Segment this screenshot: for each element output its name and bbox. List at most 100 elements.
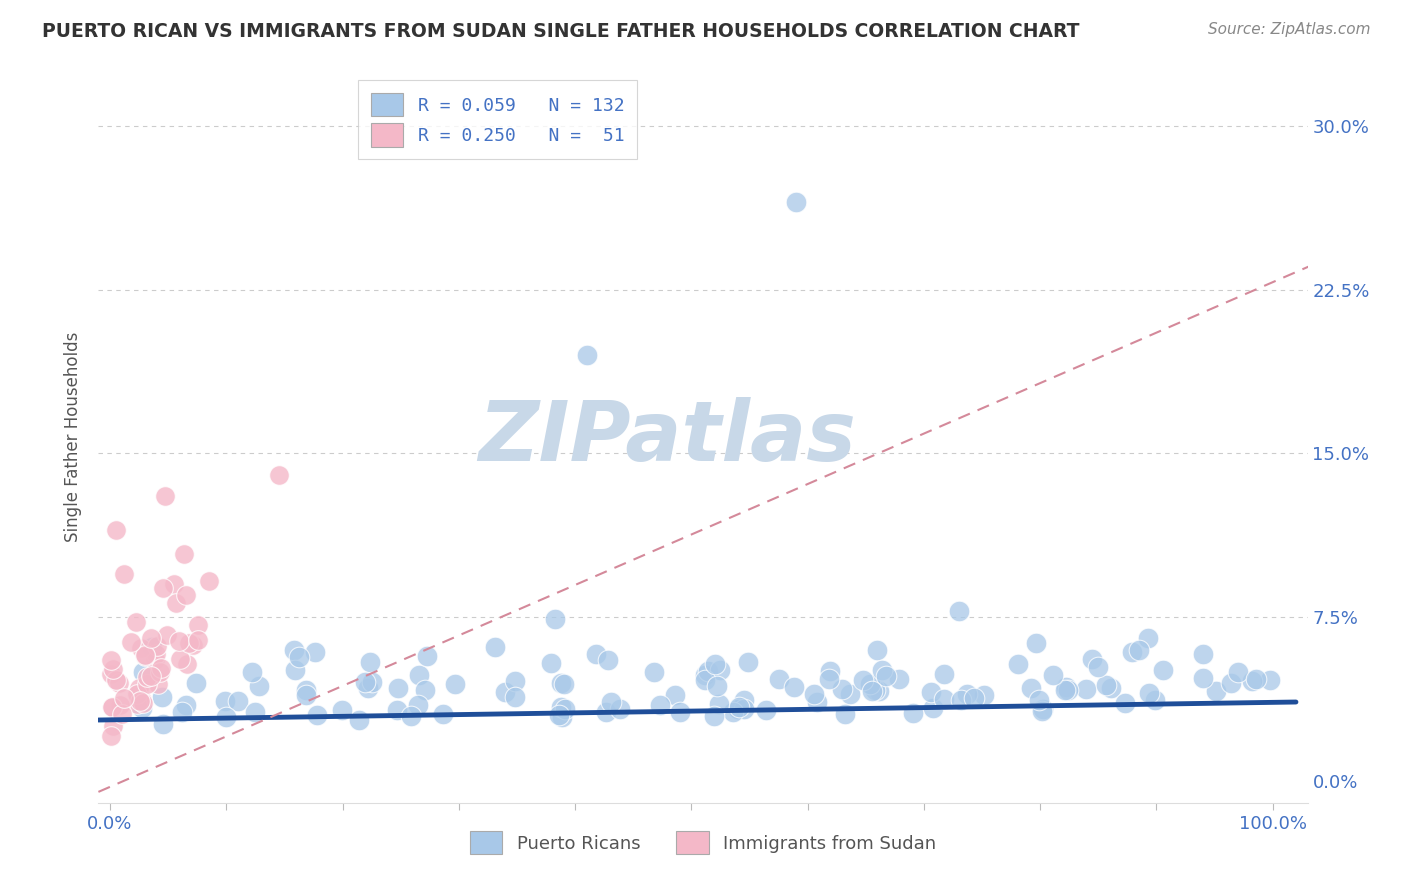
Point xyxy=(585,647,607,661)
Point xyxy=(101,699,124,714)
Point xyxy=(399,709,422,723)
Point xyxy=(406,698,429,712)
Text: PUERTO RICAN VS IMMIGRANTS FROM SUDAN SINGLE FATHER HOUSEHOLDS CORRELATION CHART: PUERTO RICAN VS IMMIGRANTS FROM SUDAN SI… xyxy=(42,22,1080,41)
Point xyxy=(361,675,384,690)
Point xyxy=(347,713,370,727)
Point xyxy=(962,690,984,705)
Point xyxy=(112,691,135,706)
Point xyxy=(444,677,467,691)
Point xyxy=(709,663,731,677)
Point xyxy=(131,701,153,715)
Point xyxy=(179,636,201,650)
Point xyxy=(1021,681,1043,696)
Point xyxy=(1136,631,1159,645)
Point xyxy=(1054,680,1077,694)
Point xyxy=(284,664,307,678)
Point xyxy=(889,672,911,686)
Point xyxy=(609,701,631,715)
Point xyxy=(1007,657,1029,671)
Point xyxy=(643,665,665,679)
Point xyxy=(1191,647,1213,661)
Point xyxy=(163,577,186,591)
Point xyxy=(269,468,291,483)
Point xyxy=(127,697,149,711)
Point xyxy=(283,643,305,657)
Point xyxy=(1244,673,1267,687)
Point xyxy=(949,693,972,707)
Point xyxy=(505,690,527,704)
Point xyxy=(132,696,155,710)
Point xyxy=(668,705,690,719)
Point xyxy=(868,684,890,698)
Point xyxy=(544,612,567,626)
Point xyxy=(174,588,197,602)
Point xyxy=(295,688,318,702)
Point xyxy=(1152,663,1174,677)
Point xyxy=(305,708,328,723)
Point xyxy=(415,683,437,698)
Point xyxy=(173,547,195,561)
Point xyxy=(596,653,619,667)
Point xyxy=(134,648,156,663)
Point xyxy=(1144,693,1167,707)
Point xyxy=(112,566,135,581)
Point xyxy=(863,682,886,697)
Point xyxy=(503,673,526,688)
Point xyxy=(416,649,439,664)
Point xyxy=(108,675,131,690)
Point xyxy=(167,633,190,648)
Point xyxy=(145,647,167,661)
Point xyxy=(550,700,572,714)
Point xyxy=(703,709,725,723)
Point xyxy=(1031,704,1053,718)
Point xyxy=(1054,683,1077,698)
Point xyxy=(110,698,132,712)
Point xyxy=(768,673,790,687)
Point xyxy=(648,698,671,712)
Point xyxy=(1056,683,1078,698)
Point xyxy=(554,701,576,715)
Point xyxy=(870,663,893,677)
Point xyxy=(169,652,191,666)
Point xyxy=(484,640,506,654)
Point xyxy=(128,681,150,695)
Point xyxy=(100,667,122,681)
Point xyxy=(408,668,430,682)
Point xyxy=(330,703,353,717)
Y-axis label: Single Father Households: Single Father Households xyxy=(65,332,83,542)
Point xyxy=(156,628,179,642)
Point xyxy=(860,684,883,698)
Point xyxy=(932,667,955,681)
Point xyxy=(1205,684,1227,698)
Point xyxy=(575,348,598,362)
Point xyxy=(1025,636,1047,650)
Point xyxy=(1087,660,1109,674)
Point xyxy=(704,657,727,671)
Point xyxy=(1240,674,1263,689)
Point xyxy=(875,669,897,683)
Point xyxy=(187,632,209,647)
Point xyxy=(101,661,124,675)
Point xyxy=(214,694,236,708)
Point xyxy=(226,694,249,708)
Point xyxy=(197,574,219,589)
Point xyxy=(1099,681,1122,696)
Point xyxy=(733,701,755,715)
Point xyxy=(166,596,188,610)
Point xyxy=(550,676,572,690)
Point xyxy=(1226,665,1249,679)
Point xyxy=(129,640,152,655)
Point xyxy=(136,677,159,691)
Point xyxy=(494,684,516,698)
Point xyxy=(304,645,326,659)
Point xyxy=(831,682,853,697)
Point xyxy=(551,710,574,724)
Point xyxy=(733,693,755,707)
Point xyxy=(215,710,238,724)
Point xyxy=(1192,672,1215,686)
Point xyxy=(247,679,270,693)
Point xyxy=(727,702,749,716)
Point xyxy=(803,687,825,701)
Point xyxy=(553,677,575,691)
Point xyxy=(150,690,173,704)
